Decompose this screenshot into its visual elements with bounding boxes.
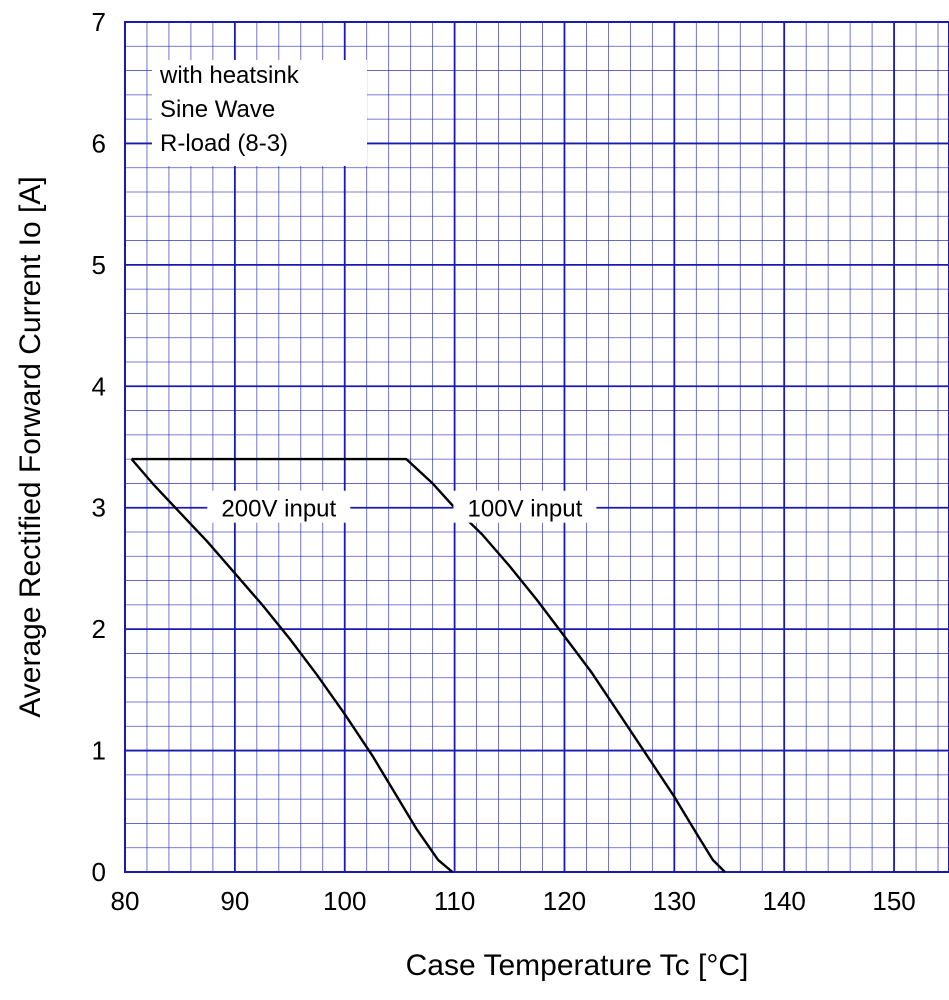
y-tick-label: 1 bbox=[92, 736, 106, 766]
x-tick-label: 100 bbox=[323, 886, 366, 916]
y-tick-label: 0 bbox=[92, 857, 106, 887]
series-layer bbox=[130, 457, 726, 873]
x-axis-title: Case Temperature Tc [°C] bbox=[406, 949, 749, 982]
y-tick-label: 6 bbox=[92, 128, 106, 158]
note-line-3: R-load (8-3) bbox=[160, 130, 288, 157]
note-line-2: Sine Wave bbox=[160, 96, 275, 123]
y-tick-labels: 0 1 2 3 4 5 6 7 bbox=[92, 7, 106, 887]
x-tick-label: 140 bbox=[763, 886, 806, 916]
series-label-bg bbox=[453, 490, 597, 523]
series-line-100v bbox=[131, 457, 726, 873]
note-line-1: with heatsink bbox=[159, 62, 300, 89]
plot-frame bbox=[124, 21, 949, 873]
y-axis-title: Average Rectified Forward Current Io [A] bbox=[14, 176, 47, 717]
x-tick-label: 120 bbox=[543, 886, 586, 916]
series-label-100v: 100V input bbox=[468, 496, 583, 523]
x-tick-labels: 80 90 100 110 120 130 140 150 bbox=[111, 886, 916, 916]
y-tick-label: 5 bbox=[92, 250, 106, 280]
series-label-200v: 200V input bbox=[221, 496, 336, 523]
y-tick-label: 4 bbox=[92, 371, 106, 401]
x-tick-label: 150 bbox=[872, 886, 915, 916]
series-label-layer: 200V input 100V input bbox=[207, 490, 597, 523]
notes-background bbox=[152, 60, 367, 166]
x-tick-label: 90 bbox=[220, 886, 249, 916]
series-line-200v bbox=[130, 458, 454, 873]
y-tick-label: 2 bbox=[92, 614, 106, 644]
notes-box: with heatsink Sine Wave R-load (8-3) bbox=[152, 60, 367, 166]
y-tick-label: 3 bbox=[92, 493, 106, 523]
x-tick-label: 80 bbox=[111, 886, 140, 916]
x-tick-label: 130 bbox=[653, 886, 696, 916]
y-tick-label: 7 bbox=[92, 7, 106, 37]
series-label-bg bbox=[207, 490, 351, 523]
x-tick-label: 110 bbox=[434, 886, 475, 916]
